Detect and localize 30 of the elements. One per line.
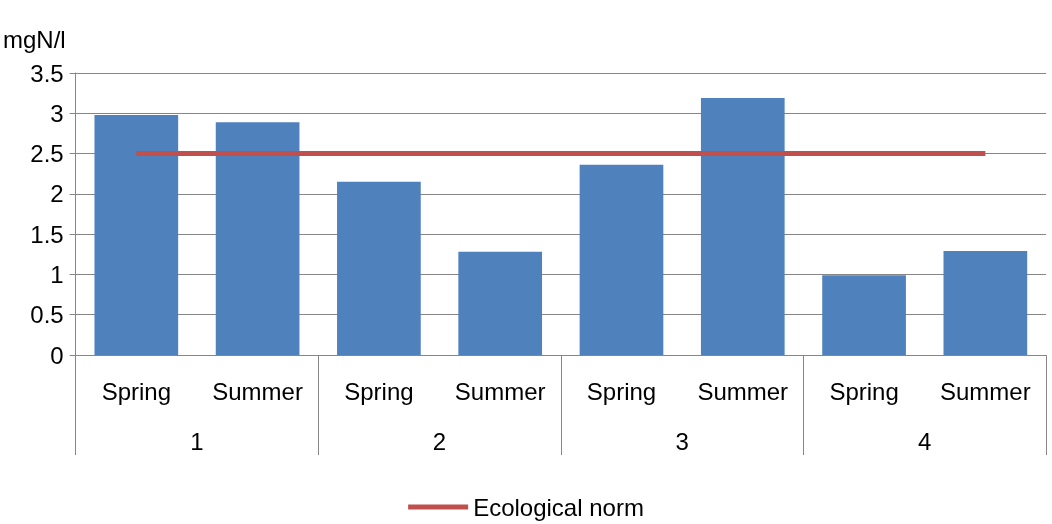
x-tick-label: Spring: [586, 377, 657, 405]
y-tick-label: 3: [50, 99, 64, 127]
bar: [943, 251, 1028, 355]
y-tick-label: 0.5: [30, 301, 64, 329]
legend-label: Ecological norm: [473, 493, 644, 521]
y-axis-title: mgN/l: [3, 25, 66, 53]
text: 3: [675, 427, 689, 455]
bar: [458, 251, 543, 355]
y-tick-label: 2: [50, 180, 64, 208]
bar: [579, 164, 664, 355]
y-tick-label: 2.5: [30, 140, 64, 168]
x-tick-label: Summer: [212, 377, 303, 405]
x-tick-label: Spring: [344, 377, 414, 405]
bar: [822, 275, 906, 355]
y-tick-label: 3.5: [30, 59, 64, 87]
bar: [700, 97, 785, 355]
text: 4: [918, 427, 932, 455]
text: 1: [190, 427, 204, 455]
x-tick-label: Spring: [101, 377, 171, 405]
bar: [94, 114, 179, 355]
x-tick-label: Summer: [940, 377, 1031, 405]
y-tick-label: 1: [50, 260, 64, 288]
bar: [215, 122, 300, 355]
bar: [337, 181, 421, 355]
y-tick-label: 1.5: [30, 220, 64, 248]
y-tick-label: 0: [50, 341, 64, 369]
x-tick-label: Spring: [829, 377, 899, 405]
x-tick-label: Summer: [454, 377, 546, 405]
text: 2: [432, 427, 447, 455]
x-tick-label: Summer: [697, 377, 789, 405]
